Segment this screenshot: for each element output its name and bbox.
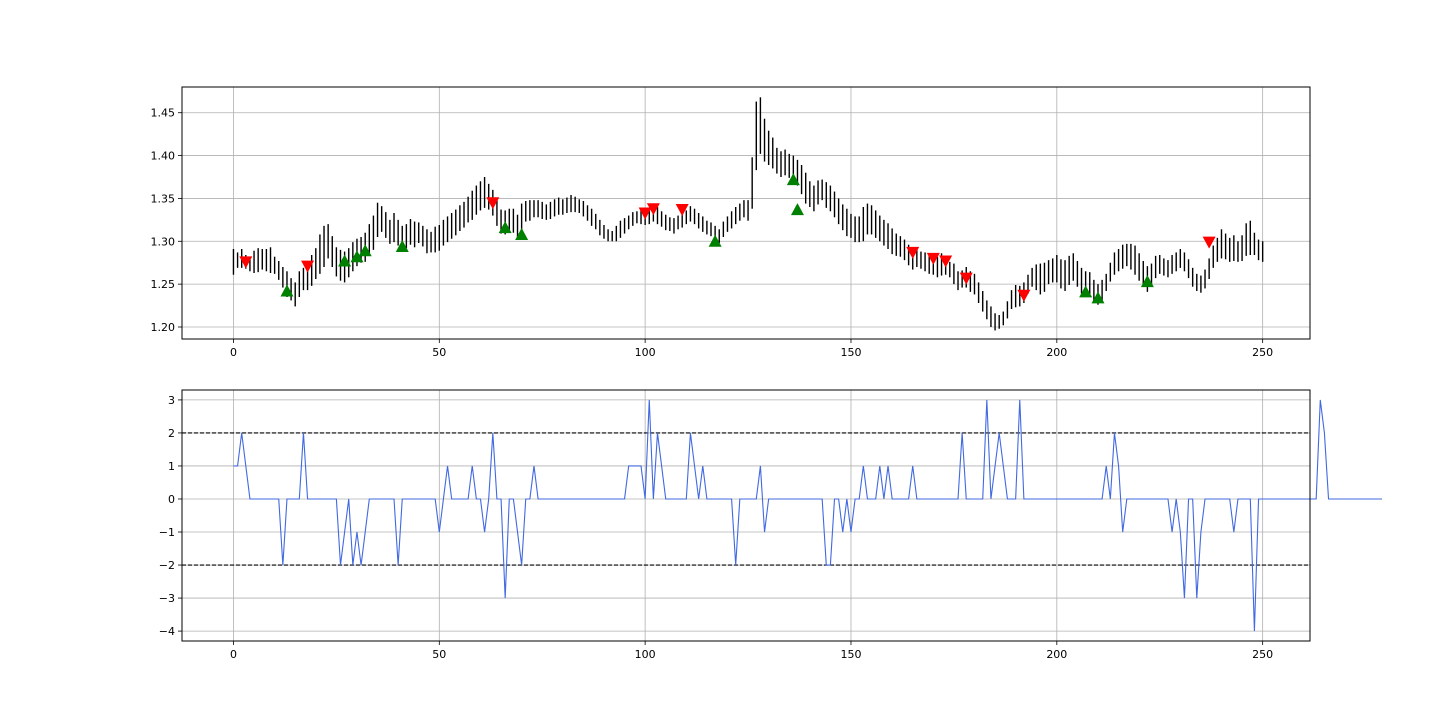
price-chart-y-axis: 1.20 1.25 1.30 1.35 1.40 1.45 bbox=[151, 107, 182, 334]
signal-line bbox=[233, 399, 1383, 632]
y-tick-label: 1.45 bbox=[151, 107, 176, 120]
signal-chart-y-axis: 3 2 1 0 −1 −2 −3 −4 bbox=[159, 394, 182, 638]
buy-signal-marker bbox=[786, 173, 800, 186]
x-tick-label: 250 bbox=[1252, 648, 1273, 661]
signal-chart-x-axis: 0 50 100 150 200 250 bbox=[230, 641, 1273, 661]
y-tick-label: 0 bbox=[168, 493, 175, 506]
x-tick-label: 50 bbox=[432, 648, 446, 661]
sell-signal-marker bbox=[675, 204, 689, 217]
sell-signal-marker bbox=[906, 246, 920, 259]
x-tick-label: 0 bbox=[230, 648, 237, 661]
y-tick-label: −1 bbox=[159, 526, 175, 539]
sell-signal-marker bbox=[1202, 236, 1216, 249]
y-tick-label: 1.30 bbox=[151, 235, 176, 248]
buy-signal-marker bbox=[708, 234, 722, 247]
sell-signal-marker bbox=[646, 203, 660, 216]
sell-signal-marker bbox=[239, 256, 253, 269]
sell-signal-marker bbox=[939, 255, 953, 268]
x-tick-label: 100 bbox=[635, 346, 656, 359]
y-tick-label: 1.40 bbox=[151, 150, 176, 163]
price-chart-frame bbox=[181, 86, 1311, 340]
sell-signal-marker bbox=[926, 252, 940, 265]
buy-signal-marker bbox=[1091, 291, 1105, 304]
sell-signal-marker bbox=[959, 272, 973, 285]
sell-signal-marker bbox=[486, 197, 500, 210]
buy-signal-marker bbox=[358, 244, 372, 257]
signal-chart-frame bbox=[181, 389, 1311, 642]
y-tick-label: 1 bbox=[168, 460, 175, 473]
x-tick-label: 200 bbox=[1046, 346, 1067, 359]
buy-signal-marker bbox=[1079, 285, 1093, 298]
x-tick-label: 250 bbox=[1252, 346, 1273, 359]
price-chart-grid bbox=[182, 87, 1310, 339]
signal-chart-panel: 0 50 100 150 200 250 3 2 1 0 −1 −2 −3 −4 bbox=[159, 389, 1383, 661]
y-tick-label: 3 bbox=[168, 394, 175, 407]
price-chart-x-axis: 0 50 100 150 200 250 bbox=[230, 339, 1273, 359]
threshold-lines bbox=[182, 432, 1310, 566]
x-tick-label: 0 bbox=[230, 346, 237, 359]
buy-signal-marker bbox=[515, 227, 529, 240]
buy-signal-marker bbox=[338, 254, 352, 267]
sell-signal-marker bbox=[638, 207, 652, 220]
buy-signal-marker bbox=[1140, 275, 1154, 288]
buy-signal-marker bbox=[395, 239, 409, 252]
y-tick-label: 1.35 bbox=[151, 192, 176, 205]
buy-signal-marker bbox=[498, 221, 512, 234]
signal-line-series bbox=[233, 399, 1383, 632]
y-tick-label: 1.20 bbox=[151, 321, 176, 334]
buy-signal-marker bbox=[350, 250, 364, 263]
y-tick-label: −3 bbox=[159, 592, 175, 605]
y-tick-label: 1.25 bbox=[151, 278, 176, 291]
price-chart-panel: 0 50 100 150 200 250 1.20 1.25 1.30 1.35 1.40 1.45 bbox=[151, 86, 1311, 359]
x-tick-label: 100 bbox=[635, 648, 656, 661]
y-tick-label: 2 bbox=[168, 427, 175, 440]
x-tick-label: 50 bbox=[432, 346, 446, 359]
y-tick-label: −4 bbox=[159, 625, 175, 638]
signal-markers bbox=[239, 173, 1216, 304]
buy-signal-marker bbox=[280, 284, 294, 297]
x-tick-label: 150 bbox=[840, 648, 861, 661]
buy-signal-marker bbox=[790, 203, 804, 216]
x-tick-label: 200 bbox=[1046, 648, 1067, 661]
sell-signal-marker bbox=[301, 260, 315, 273]
y-tick-label: −2 bbox=[159, 559, 175, 572]
sell-signal-marker bbox=[1017, 289, 1031, 302]
x-tick-label: 150 bbox=[840, 346, 861, 359]
